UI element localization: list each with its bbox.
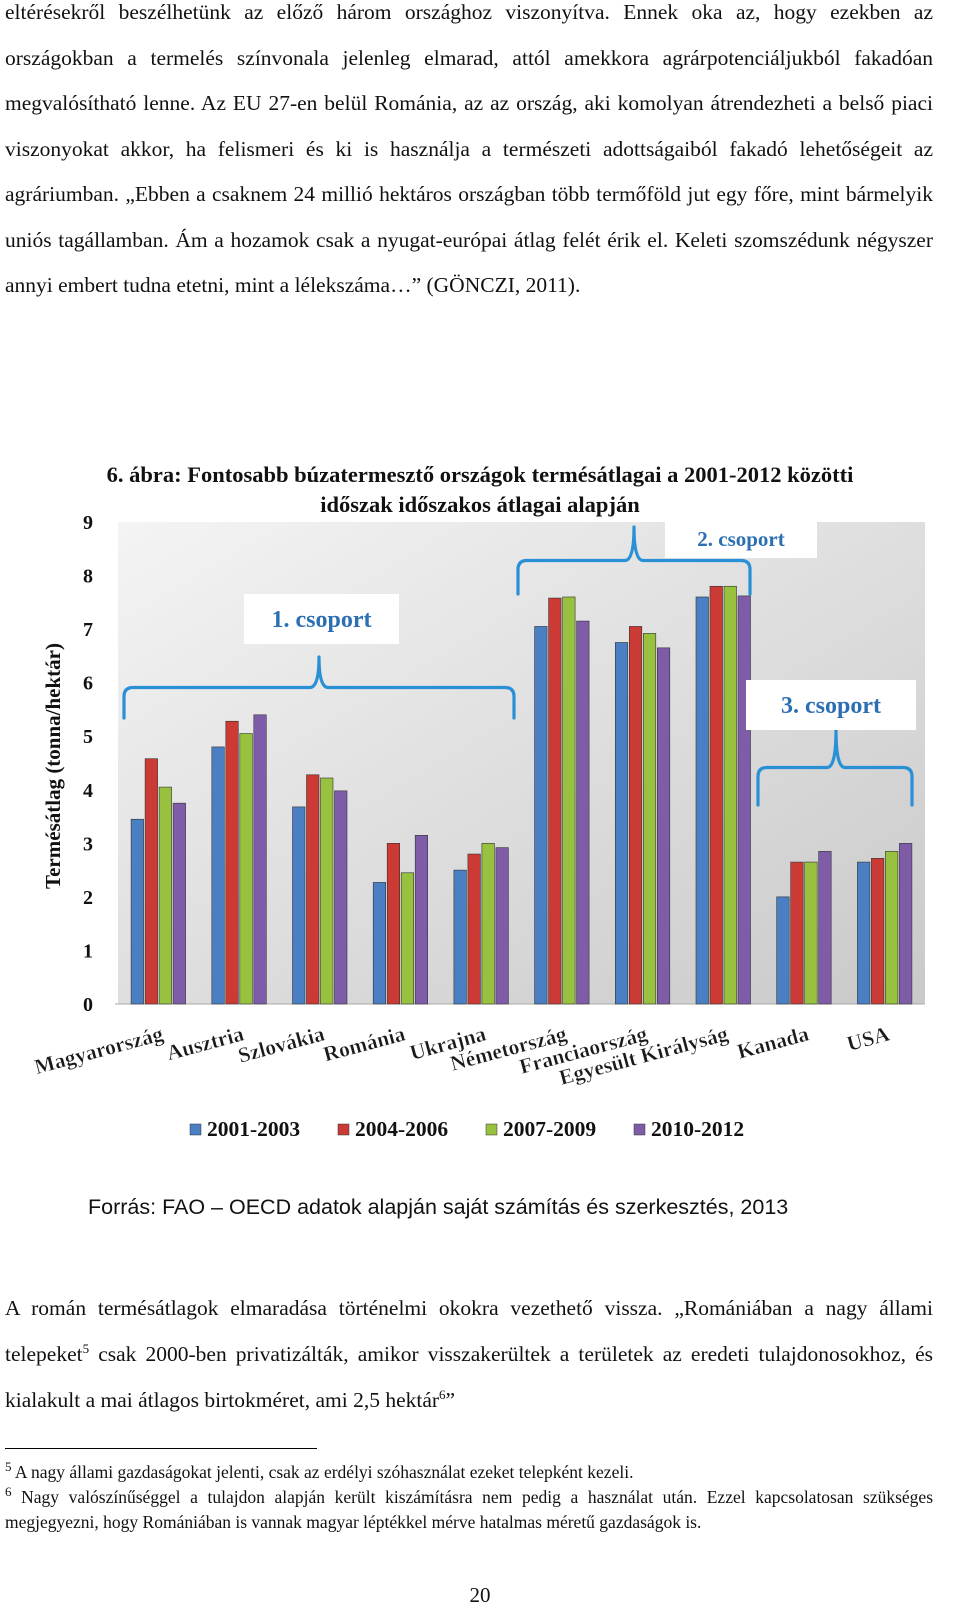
- bar: [548, 597, 562, 1005]
- footnote-5: 5 A nagy állami gazdaságokat jelenti, cs…: [5, 1460, 933, 1485]
- bar: [225, 720, 239, 1005]
- legend-swatch: [485, 1123, 498, 1136]
- figure-source: Forrás: FAO – OECD adatok alapján saját …: [88, 1195, 789, 1219]
- y-tick-label: 9: [83, 512, 93, 534]
- bar: [144, 758, 158, 1005]
- footnote-6-text: Nagy valószínűséggel a tulajdon alapján …: [5, 1487, 933, 1532]
- x-category-label: Kanada: [735, 1022, 812, 1064]
- legend-swatch: [189, 1123, 202, 1136]
- after-text-3: ”: [445, 1388, 456, 1412]
- x-category-label: Magyarország: [32, 1022, 166, 1079]
- group-label: 2. csoport: [697, 527, 785, 551]
- intro-text: eltérésekről beszélhetünk az előző három…: [5, 0, 933, 297]
- figure-caption-line2: időszak időszakos átlagai alapján: [320, 492, 640, 517]
- y-tick-label: 2: [83, 887, 93, 909]
- bar: [656, 647, 671, 1005]
- legend-label: 2004-2006: [355, 1117, 448, 1141]
- group-label: 3. csoport: [781, 693, 881, 719]
- group-brace: [516, 525, 752, 596]
- bar: [467, 853, 481, 1005]
- bar: [414, 834, 429, 1005]
- after-text-2: csak 2000-ben privatizálták, amikor viss…: [5, 1342, 933, 1412]
- legend-swatch: [337, 1123, 350, 1136]
- y-tick-label: 0: [83, 994, 93, 1016]
- bar: [899, 843, 913, 1005]
- footnote-6: 6 Nagy valószínűséggel a tulajdon alapjá…: [5, 1485, 933, 1535]
- bar: [857, 861, 871, 1005]
- bar: [158, 786, 172, 1005]
- bar: [320, 777, 334, 1005]
- figure-caption: 6. ábra: Fontosabb búzatermesztő országo…: [5, 460, 955, 520]
- y-axis-title: Termésátlag (tonna/hektár): [41, 643, 65, 889]
- bar: [614, 642, 629, 1005]
- bar: [776, 896, 790, 1005]
- bar: [334, 790, 348, 1005]
- footnote-5-text: A nagy állami gazdaságokat jelenti, csak…: [11, 1462, 634, 1482]
- bar: [723, 585, 737, 1005]
- bar: [239, 733, 253, 1005]
- bar: [562, 596, 576, 1005]
- bar: [628, 626, 643, 1005]
- y-tick-label: 6: [83, 673, 93, 695]
- bar: [534, 626, 548, 1005]
- legend-label: 2007-2009: [503, 1117, 596, 1141]
- bar: [172, 802, 186, 1005]
- footnote-6-num: 6: [5, 1484, 12, 1500]
- after-text-1: A román termésátlagok elmaradása történe…: [5, 1296, 933, 1366]
- bar: [818, 851, 832, 1005]
- bar: [576, 620, 590, 1005]
- x-category-label: USA: [844, 1022, 892, 1056]
- y-tick-label: 3: [83, 833, 93, 855]
- bar: [211, 746, 225, 1005]
- bar: [695, 596, 709, 1005]
- group-label-box: [244, 594, 399, 644]
- y-tick-label: 7: [83, 619, 93, 641]
- bar: [481, 843, 495, 1005]
- bar: [804, 861, 818, 1005]
- footnote-ref-5[interactable]: 5: [82, 1340, 90, 1356]
- wheat-yield-chart: 0 1 2 3 4 5 6 7 8 9 Termésátlag (tonna/hektár) Magy…: [32, 512, 925, 1141]
- x-category-label: Ausztria: [164, 1022, 247, 1066]
- bar: [709, 585, 723, 1005]
- x-category-label: Románia: [321, 1022, 408, 1067]
- group-label-box: [746, 680, 916, 730]
- footnote-ref-6[interactable]: 6: [439, 1386, 446, 1402]
- page-number: 20: [469, 1583, 491, 1607]
- bar: [292, 806, 306, 1005]
- bar: [306, 774, 320, 1005]
- bar: [790, 861, 804, 1005]
- bar: [495, 847, 509, 1005]
- y-tick-label: 4: [83, 780, 93, 802]
- intro-paragraph: eltérésekről beszélhetünk az előző három…: [5, 0, 933, 309]
- group-label: 1. csoport: [272, 607, 372, 633]
- legend-swatch: [633, 1123, 646, 1136]
- bar: [400, 872, 415, 1005]
- y-tick-label: 5: [83, 726, 93, 748]
- bar: [885, 851, 899, 1005]
- y-tick-label: 1: [83, 940, 93, 962]
- legend-label: 2010-2012: [651, 1117, 744, 1141]
- bar: [130, 818, 144, 1005]
- after-paragraph: A román termésátlagok elmaradása történe…: [5, 1285, 933, 1423]
- bar: [253, 714, 267, 1005]
- bar: [871, 858, 885, 1005]
- bar: [453, 869, 467, 1005]
- legend-label: 2001-2003: [207, 1117, 300, 1141]
- y-tick-label: 8: [83, 566, 93, 588]
- bar: [737, 595, 751, 1005]
- x-category-label: Szlovákia: [235, 1022, 327, 1068]
- footnote-divider: [5, 1448, 317, 1449]
- bar: [642, 633, 657, 1005]
- footnotes: 5 A nagy állami gazdaságokat jelenti, cs…: [5, 1460, 933, 1535]
- figure-caption-line1: 6. ábra: Fontosabb búzatermesztő országo…: [106, 462, 854, 487]
- group-label-box: [665, 518, 817, 558]
- plot-area: [118, 522, 925, 1004]
- footnote-5-num: 5: [5, 1459, 12, 1475]
- bar: [386, 843, 401, 1005]
- bar: [372, 882, 387, 1005]
- group-brace: [122, 655, 516, 720]
